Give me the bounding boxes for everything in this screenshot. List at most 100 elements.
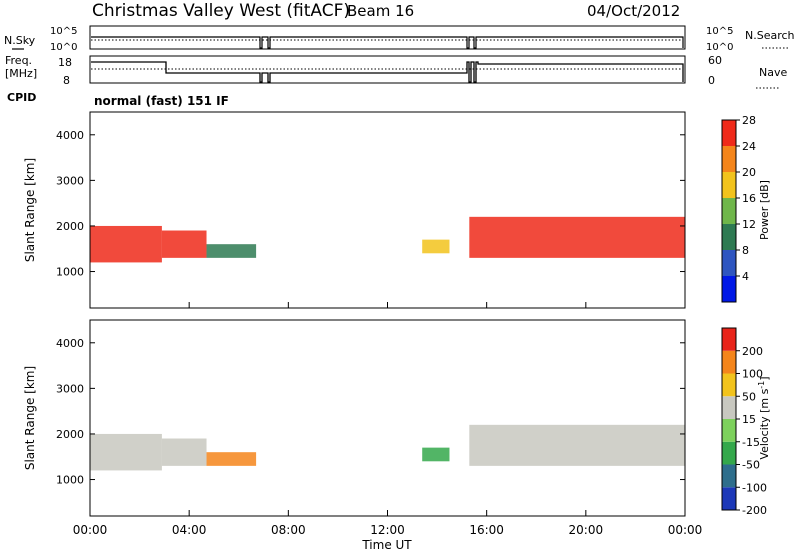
x-tick-label: 00:00 <box>668 523 703 537</box>
velocity-colorbar-segment <box>722 328 736 351</box>
x-tick-label: 12:00 <box>370 523 405 537</box>
power-y-tick-label: 1000 <box>56 266 84 279</box>
velocity-colorbar-tick-label: -200 <box>742 504 767 517</box>
noise-left-tick-top: 10^5 <box>50 26 77 37</box>
velocity-plot-bg <box>90 320 685 516</box>
power-plot-bg <box>90 112 685 308</box>
power-colorbar-segment <box>722 250 736 276</box>
power-band-2 <box>206 244 257 258</box>
noise-panel-frame <box>89 25 686 50</box>
power-band-1 <box>161 230 207 258</box>
nave-label: Nave <box>759 66 787 79</box>
velocity-colorbar-tick-label: -100 <box>742 481 767 494</box>
x-tick-label: 08:00 <box>271 523 306 537</box>
velocity-colorbar-tick-label: 100 <box>742 368 763 381</box>
power-colorbar-segment <box>722 172 736 198</box>
figure-title: Christmas Valley West (fitACF) <box>92 1 350 21</box>
velocity-y-tick-label: 3000 <box>56 382 84 395</box>
cpid-value: normal (fast) 151 IF <box>94 94 229 108</box>
power-colorbar-segment <box>722 224 736 250</box>
power-band-3 <box>422 239 450 254</box>
power-colorbar: 4 8 12 16 20 24 28 <box>721 114 756 303</box>
velocity-colorbar-segment <box>722 419 736 442</box>
noise-right-label: N.Search <box>745 29 795 42</box>
power-colorbar-frame <box>721 119 737 303</box>
power-colorbar-segment <box>722 146 736 172</box>
freq-panel-frame <box>89 55 686 84</box>
power-bands <box>90 216 685 263</box>
velocity-colorbar-label-main: Velocity [m s <box>758 388 771 459</box>
power-colorbar-tick-label: 8 <box>742 244 749 257</box>
beam-label: Beam 16 <box>347 2 414 20</box>
velocity-colorbar-tick-label: 15 <box>742 413 756 426</box>
power-colorbar-tick-label: 16 <box>742 192 756 205</box>
power-colorbar-segment <box>722 120 736 146</box>
power-colorbar-tick-label: 24 <box>742 140 756 153</box>
velocity-colorbar-tick-label: -15 <box>742 436 760 449</box>
power-y-ticks: 1000 2000 3000 4000 <box>56 129 685 279</box>
freq-label-line1: Freq. <box>5 54 32 67</box>
velocity-band-1 <box>161 438 207 466</box>
velocity-colorbar-segment <box>722 464 736 488</box>
power-y-tick-label: 2000 <box>56 220 84 233</box>
velocity-colorbar-tick-label: 200 <box>742 345 763 358</box>
velocity-bands <box>90 424 685 471</box>
date-label: 04/Oct/2012 <box>587 2 680 20</box>
power-colorbar-tick-label: 12 <box>742 218 756 231</box>
freq-tick-top: 18 <box>58 56 72 69</box>
x-tick-label: 04:00 <box>172 523 207 537</box>
cpid-label: CPID <box>7 91 36 104</box>
velocity-band-3 <box>422 447 450 462</box>
x-tick-label: 00:00 <box>73 523 108 537</box>
velocity-band-0 <box>90 433 162 471</box>
velocity-colorbar-segment <box>722 373 736 397</box>
x-tick-label: 16:00 <box>469 523 504 537</box>
power-band-4 <box>469 216 685 258</box>
noise-left-tick-bottom: 10^0 <box>50 42 77 53</box>
power-colorbar-tick-label: 4 <box>742 270 749 283</box>
time-axis-label: Time UT <box>361 538 412 552</box>
power-colorbar-segment <box>722 276 736 302</box>
frequency-panel: Freq. [MHz] 18 8 60 0 Nave CPID normal (… <box>5 54 787 108</box>
velocity-colorbar-segment <box>722 396 736 419</box>
velocity-colorbar-tick-label: -50 <box>742 459 760 472</box>
velocity-y-ticks: 1000 2000 3000 4000 <box>56 337 685 487</box>
noise-sky-line <box>91 36 684 49</box>
power-y-tick-label: 4000 <box>56 129 84 142</box>
power-band-0 <box>90 225 162 263</box>
power-colorbar-tick-label: 28 <box>742 114 756 127</box>
nave-tick-bottom: 0 <box>708 74 715 87</box>
velocity-panel: 1000 2000 3000 4000 Slant Range [km] 200 100… <box>23 302 771 552</box>
frequency-line <box>91 61 684 83</box>
velocity-ylabel: Slant Range [km] <box>23 366 37 470</box>
noise-right-tick-top: 10^5 <box>706 26 733 37</box>
velocity-colorbar: 200 100 50 15 -15 -50 -100 -200 <box>721 327 767 517</box>
velocity-y-tick-label: 2000 <box>56 428 84 441</box>
noise-right-tick-bottom: 10^0 <box>706 42 733 53</box>
velocity-y-tick-label: 4000 <box>56 337 84 350</box>
power-y-tick-label: 3000 <box>56 174 84 187</box>
velocity-band-4 <box>469 424 685 466</box>
velocity-colorbar-segment <box>722 487 736 510</box>
x-tick-label: 20:00 <box>569 523 604 537</box>
velocity-colorbar-segment <box>722 350 736 374</box>
nave-tick-top: 60 <box>708 54 722 67</box>
velocity-colorbar-label: Velocity [m s-1] <box>757 376 771 459</box>
power-colorbar-label: Power [dB] <box>758 180 771 240</box>
velocity-band-2 <box>206 452 257 466</box>
power-colorbar-segment <box>722 198 736 224</box>
velocity-colorbar-tick-label: 50 <box>742 390 756 403</box>
freq-label-line2: [MHz] <box>5 67 37 80</box>
noise-left-label: N.Sky <box>4 34 36 47</box>
velocity-colorbar-label-sup: -1 <box>757 381 766 389</box>
velocity-y-tick-label: 1000 <box>56 474 84 487</box>
velocity-colorbar-segment <box>722 441 736 465</box>
time-axis-ticks: 00:00 04:00 08:00 12:00 16:00 20:00 00:00 <box>73 302 703 537</box>
freq-tick-bottom: 8 <box>63 74 70 87</box>
power-colorbar-tick-label: 20 <box>742 166 756 179</box>
noise-panel: N.Sky 10^5 10^0 10^5 10^0 N.Search <box>4 25 795 53</box>
power-panel: 1000 2000 3000 4000 Slant Range [km] 4 8 12 16… <box>23 111 771 309</box>
power-ylabel: Slant Range [km] <box>23 158 37 262</box>
velocity-colorbar-label-end: ] <box>758 376 771 380</box>
